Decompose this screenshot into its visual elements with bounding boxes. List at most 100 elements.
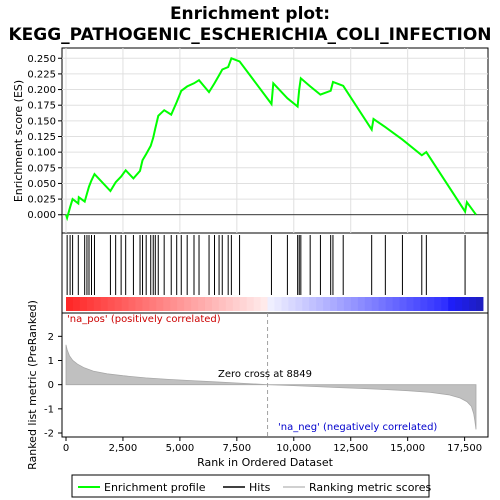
legend-hits-label: Hits bbox=[249, 481, 271, 494]
rank-color-segment bbox=[385, 297, 394, 311]
rank-color-segment bbox=[142, 297, 150, 311]
rank-color-segment bbox=[392, 297, 401, 311]
es-tick-label: 0.050 bbox=[27, 179, 56, 190]
es-axis-ticks: 0.000 0.025 0.050 0.075 0.100 0.125 0.150 0.175… bbox=[27, 54, 62, 221]
es-tick-label: 0.125 bbox=[27, 132, 56, 143]
zero-cross-label: Zero cross at 8849 bbox=[218, 369, 312, 380]
rank-color-segment bbox=[434, 297, 442, 311]
rank-color-segment bbox=[302, 297, 310, 311]
es-tick-label: 0.025 bbox=[27, 195, 56, 206]
neg-correlated-label: 'na_neg' (negatively correlated) bbox=[278, 422, 437, 433]
es-panel-frame bbox=[61, 47, 489, 234]
rank-color-segment bbox=[343, 297, 352, 311]
rank-color-segment bbox=[357, 297, 366, 311]
rank-color-segment bbox=[114, 297, 123, 311]
rank-color-segment bbox=[128, 297, 136, 311]
rank-color-segment bbox=[100, 297, 109, 311]
x-tick-label: 10,000 bbox=[276, 443, 311, 454]
rank-color-segment bbox=[337, 297, 345, 311]
legend-metric-label: Ranking metric scores bbox=[309, 481, 431, 494]
rank-color-segment bbox=[198, 297, 206, 311]
metric-tick-label: -2 bbox=[44, 429, 54, 440]
rank-color-segment bbox=[427, 297, 435, 311]
rank-color-segment bbox=[274, 297, 282, 311]
es-tick-label: 0.075 bbox=[27, 163, 56, 174]
pos-correlated-label: 'na_pos' (positively correlated) bbox=[67, 314, 221, 325]
x-tick-label: 2,500 bbox=[109, 443, 138, 454]
rank-color-segment bbox=[406, 297, 414, 311]
x-tick-label: 7,500 bbox=[223, 443, 252, 454]
rank-color-segment bbox=[191, 297, 199, 311]
rank-color-segment bbox=[170, 297, 178, 311]
rank-color-segment bbox=[350, 297, 359, 311]
rank-color-segment bbox=[163, 297, 171, 311]
rank-color-segment bbox=[246, 297, 255, 311]
rank-color-segment bbox=[288, 297, 296, 311]
rank-color-segment bbox=[239, 297, 248, 311]
x-tick-label: 17,500 bbox=[447, 443, 482, 454]
es-tick-label: 0.175 bbox=[27, 101, 56, 112]
rank-color-segment bbox=[316, 297, 324, 311]
ranking-color-bar bbox=[66, 297, 484, 311]
rank-color-segment bbox=[184, 297, 192, 311]
rank-color-segment bbox=[225, 297, 234, 311]
rank-color-segment bbox=[232, 297, 241, 311]
es-axis-label: Enrichment score (ES) bbox=[12, 80, 25, 202]
rank-color-segment bbox=[378, 297, 387, 311]
enrichment-profile-line bbox=[65, 57, 477, 222]
x-tick-label: 0 bbox=[63, 443, 69, 454]
rank-color-segment bbox=[448, 297, 456, 311]
legend-box bbox=[71, 474, 430, 498]
rank-color-segment bbox=[281, 297, 289, 311]
rank-color-segment bbox=[79, 297, 88, 311]
metric-axis-ticks: -2 -1 0 1 2 bbox=[44, 332, 62, 440]
es-tick-label: 0.225 bbox=[27, 69, 56, 80]
rank-color-segment bbox=[371, 297, 380, 311]
hits-band bbox=[66, 235, 466, 295]
es-series-line bbox=[65, 57, 477, 222]
metric-panel-frame bbox=[61, 312, 489, 438]
rank-color-segment bbox=[476, 297, 484, 311]
rank-color-segment bbox=[135, 297, 143, 311]
rank-color-segment bbox=[469, 297, 477, 311]
x-tick-label: 15,000 bbox=[390, 443, 425, 454]
x-axis-label: Rank in Ordered Dataset bbox=[197, 456, 334, 469]
rank-color-segment bbox=[462, 297, 470, 311]
rank-color-segment bbox=[86, 297, 95, 311]
rank-color-segment bbox=[218, 297, 227, 311]
es-tick-label: 0.000 bbox=[27, 210, 56, 221]
x-tick-label: 12,500 bbox=[333, 443, 368, 454]
rank-color-segment bbox=[107, 297, 116, 311]
x-tick-label: 5,000 bbox=[166, 443, 195, 454]
rank-color-segment bbox=[149, 297, 157, 311]
rank-color-segment bbox=[177, 297, 185, 311]
rank-color-segment bbox=[267, 297, 275, 311]
ranking-metric-area bbox=[65, 313, 477, 437]
rank-color-segment bbox=[121, 297, 130, 311]
rank-color-segment bbox=[93, 297, 102, 311]
rank-color-segment bbox=[260, 297, 269, 311]
chart-title-line1: Enrichment plot: bbox=[170, 4, 330, 24]
rank-color-segment bbox=[156, 297, 164, 311]
rank-color-segment bbox=[204, 297, 213, 311]
es-tick-label: 0.150 bbox=[27, 116, 56, 127]
metric-area bbox=[65, 344, 477, 430]
rank-color-segment bbox=[295, 297, 303, 311]
rank-color-segment bbox=[323, 297, 331, 311]
rank-color-segment bbox=[309, 297, 317, 311]
es-tick-label: 0.100 bbox=[27, 148, 56, 159]
rank-color-segment bbox=[455, 297, 463, 311]
metric-tick-label: 1 bbox=[48, 356, 54, 367]
rank-color-segment bbox=[72, 297, 81, 311]
rank-color-segment bbox=[330, 297, 338, 311]
rank-color-segment bbox=[441, 297, 449, 311]
rank-color-segment bbox=[420, 297, 428, 311]
rank-color-segment bbox=[413, 297, 421, 311]
metric-tick-label: -1 bbox=[44, 404, 54, 415]
metric-tick-label: 0 bbox=[48, 380, 54, 391]
es-tick-label: 0.250 bbox=[27, 54, 56, 65]
chart-title-line2: KEGG_PATHOGENIC_ESCHERICHIA_COLI_INFECTI… bbox=[8, 25, 491, 45]
metric-axis-label: Ranked list metric (PreRanked) bbox=[26, 300, 39, 470]
rank-color-segment bbox=[211, 297, 220, 311]
